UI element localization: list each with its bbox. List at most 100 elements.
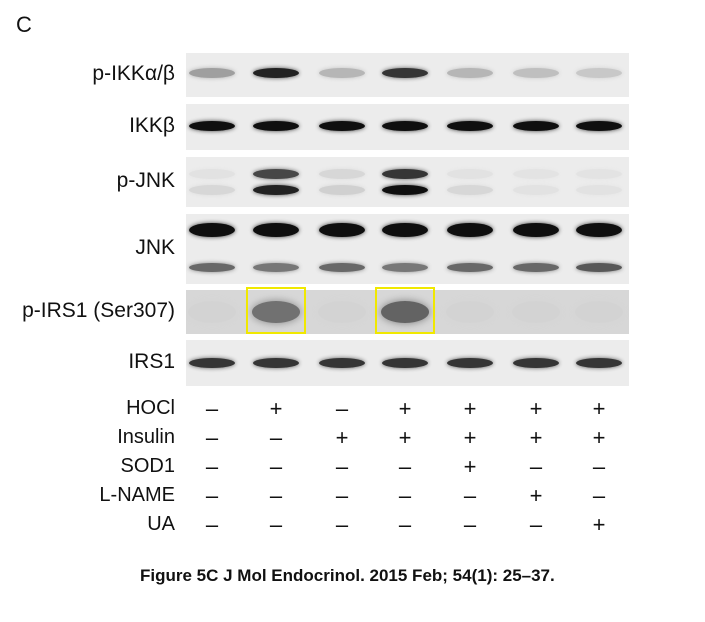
band-irs1-lane-7: [576, 358, 622, 368]
band-p-jnk-lane-3: [319, 185, 365, 195]
sign-hocl-lane-2: +: [269, 396, 283, 421]
band-p-irs1-lane-7: [575, 301, 623, 323]
band-p-irs1-lane-6: [512, 301, 560, 323]
band-p-jnk-lane-5: [447, 169, 493, 179]
sign-sod1-lane-6: –: [529, 454, 543, 479]
condition-label-l-name: L-NAME: [99, 484, 175, 506]
sign-l-name-lane-7: –: [592, 483, 606, 508]
blot-strip-jnk: [186, 214, 629, 284]
blot-strip-p-jnk: [186, 157, 629, 207]
band-jnk-lane-4: [382, 223, 428, 237]
sign-ua-lane-7: +: [592, 512, 606, 537]
band-p-irs1-lane-4: [381, 301, 429, 323]
band-jnk-lane-5: [447, 223, 493, 237]
condition-label-insulin: Insulin: [117, 426, 175, 448]
sign-hocl-lane-6: +: [529, 396, 543, 421]
sign-sod1-lane-7: –: [592, 454, 606, 479]
band-p-jnk-lane-4: [382, 169, 428, 179]
band-ikkb-lane-3: [319, 121, 365, 131]
band-p-jnk-lane-3: [319, 169, 365, 179]
band-p-ikk-lane-2: [253, 68, 299, 78]
sign-sod1-lane-2: –: [269, 454, 283, 479]
sign-hocl-lane-5: +: [463, 396, 477, 421]
blot-label-p-irs1: p-IRS1 (Ser307): [22, 299, 175, 322]
band-irs1-lane-6: [513, 358, 559, 368]
sign-l-name-lane-5: –: [463, 483, 477, 508]
condition-label-ua: UA: [147, 513, 175, 535]
band-jnk-lane-3: [319, 262, 365, 272]
blot-strip-ikkb: [186, 104, 629, 150]
sign-insulin-lane-6: +: [529, 425, 543, 450]
band-p-irs1-lane-5: [446, 301, 494, 323]
sign-insulin-lane-4: +: [398, 425, 412, 450]
band-ikkb-lane-5: [447, 121, 493, 131]
band-p-ikk-lane-5: [447, 68, 493, 78]
sign-sod1-lane-1: –: [205, 454, 219, 479]
band-irs1-lane-4: [382, 358, 428, 368]
band-p-jnk-lane-5: [447, 185, 493, 195]
sign-l-name-lane-4: –: [398, 483, 412, 508]
band-p-jnk-lane-2: [253, 185, 299, 195]
band-p-irs1-lane-2: [252, 301, 300, 323]
sign-ua-lane-5: –: [463, 512, 477, 537]
band-p-ikk-lane-7: [576, 68, 622, 78]
band-jnk-lane-1: [189, 223, 235, 237]
blot-label-p-ikk: p-IKKα/β: [92, 62, 175, 85]
sign-insulin-lane-3: +: [335, 425, 349, 450]
band-jnk-lane-7: [576, 262, 622, 272]
band-jnk-lane-1: [189, 262, 235, 272]
band-jnk-lane-2: [253, 223, 299, 237]
sign-sod1-lane-3: –: [335, 454, 349, 479]
sign-ua-lane-1: –: [205, 512, 219, 537]
sign-hocl-lane-3: –: [335, 396, 349, 421]
band-p-jnk-lane-6: [513, 185, 559, 195]
band-ikkb-lane-6: [513, 121, 559, 131]
sign-hocl-lane-1: –: [205, 396, 219, 421]
band-ikkb-lane-4: [382, 121, 428, 131]
band-jnk-lane-6: [513, 223, 559, 237]
sign-l-name-lane-6: +: [529, 483, 543, 508]
sign-ua-lane-4: –: [398, 512, 412, 537]
sign-l-name-lane-2: –: [269, 483, 283, 508]
band-irs1-lane-3: [319, 358, 365, 368]
sign-insulin-lane-1: –: [205, 425, 219, 450]
sign-hocl-lane-4: +: [398, 396, 412, 421]
band-ikkb-lane-1: [189, 121, 235, 131]
band-p-jnk-lane-4: [382, 185, 428, 195]
band-jnk-lane-4: [382, 262, 428, 272]
band-p-jnk-lane-6: [513, 169, 559, 179]
sign-hocl-lane-7: +: [592, 396, 606, 421]
band-p-jnk-lane-7: [576, 169, 622, 179]
sign-l-name-lane-1: –: [205, 483, 219, 508]
band-irs1-lane-5: [447, 358, 493, 368]
sign-ua-lane-3: –: [335, 512, 349, 537]
sign-insulin-lane-7: +: [592, 425, 606, 450]
band-jnk-lane-5: [447, 262, 493, 272]
blot-strip-irs1: [186, 340, 629, 386]
band-p-ikk-lane-1: [189, 68, 235, 78]
band-p-irs1-lane-1: [188, 301, 236, 323]
band-irs1-lane-2: [253, 358, 299, 368]
sign-insulin-lane-2: –: [269, 425, 283, 450]
blot-label-ikkb: IKKβ: [129, 114, 175, 137]
band-p-ikk-lane-3: [319, 68, 365, 78]
sign-l-name-lane-3: –: [335, 483, 349, 508]
highlight-box-lane-2: [246, 287, 306, 334]
band-ikkb-lane-7: [576, 121, 622, 131]
sign-sod1-lane-4: –: [398, 454, 412, 479]
sign-ua-lane-2: –: [269, 512, 283, 537]
band-jnk-lane-6: [513, 262, 559, 272]
sign-sod1-lane-5: +: [463, 454, 477, 479]
band-p-irs1-lane-3: [318, 301, 366, 323]
blot-label-jnk: JNK: [135, 236, 175, 259]
band-p-jnk-lane-1: [189, 185, 235, 195]
band-p-jnk-lane-2: [253, 169, 299, 179]
band-jnk-lane-7: [576, 223, 622, 237]
condition-label-hocl: HOCl: [126, 397, 175, 419]
condition-label-sod1: SOD1: [120, 455, 175, 477]
blot-label-irs1: IRS1: [128, 350, 175, 373]
blot-label-p-jnk: p-JNK: [116, 169, 175, 192]
band-p-ikk-lane-4: [382, 68, 428, 78]
sign-insulin-lane-5: +: [463, 425, 477, 450]
